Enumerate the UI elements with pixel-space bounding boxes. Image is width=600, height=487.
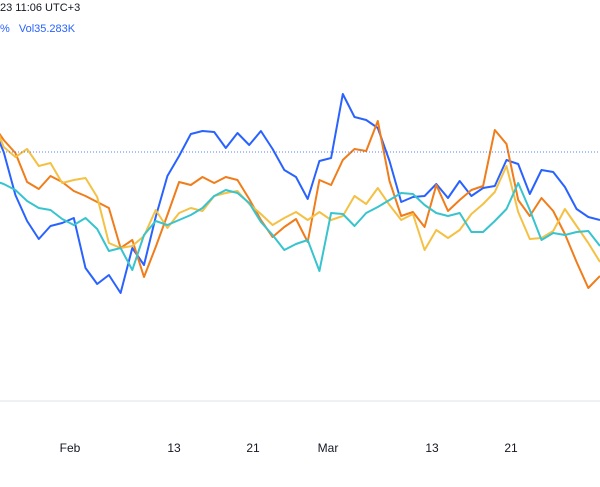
timestamp-text: 23 11:06 UTC+3: [0, 2, 81, 14]
x-tick-label: 21: [246, 441, 260, 455]
chart-header-volume: % Vol35.283K: [0, 23, 75, 35]
series-line-3: [0, 134, 600, 263]
x-tick-label: 21: [504, 441, 518, 455]
x-axis-ticks: Feb 13 21 Mar 13 21: [60, 441, 518, 455]
x-tick-label: 13: [167, 441, 181, 455]
chart-header-timestamp: 23 11:06 UTC+3: [0, 2, 80, 14]
volume-value: 35.283K: [34, 23, 76, 35]
series-line-4: [0, 181, 600, 272]
x-tick-label: Feb: [60, 441, 81, 455]
volume-percent-text: %: [0, 23, 10, 35]
x-tick-label: 13: [425, 441, 439, 455]
volume-label: Vol: [18, 23, 35, 35]
series-line-2: [0, 120, 600, 289]
series-layer: [0, 93, 600, 294]
series-line-1: [0, 93, 600, 294]
x-tick-label: Mar: [318, 441, 339, 455]
